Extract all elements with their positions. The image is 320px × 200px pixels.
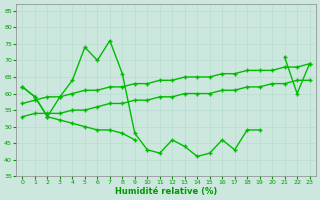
X-axis label: Humidité relative (%): Humidité relative (%)	[115, 187, 217, 196]
